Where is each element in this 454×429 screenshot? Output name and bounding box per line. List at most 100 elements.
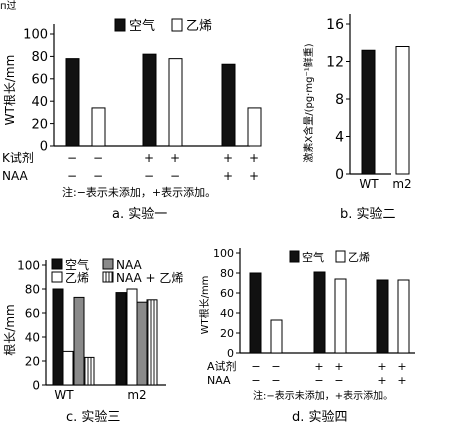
chart-d-ytick-label: 40 [220, 307, 234, 320]
chart-d-treatment-mark: − [271, 360, 280, 373]
chart-b-ytick-label: 8 [335, 92, 344, 108]
chart-c-bar-air [52, 288, 64, 386]
chart-c-caption: c. 实验三 [66, 409, 120, 425]
chart-a-treatment-mark: − [67, 151, 77, 165]
chart-a-ylabel: WT根长/mm [3, 55, 17, 126]
chart-c-legend-air: 空气 [65, 257, 89, 272]
chart-a-treatment-mark: + [249, 151, 259, 165]
chart-c-legend-swatch-combo [102, 271, 114, 283]
chart-d-treatment-mark: + [397, 360, 406, 373]
chart-a-bar-ethylene [168, 58, 183, 147]
chart-b-ytick-label: 12 [326, 55, 344, 71]
chart-d-ytick-label: 60 [220, 287, 234, 300]
chart-d-treatment-mark: − [251, 360, 260, 373]
chart-d-bar-ethylene [334, 278, 347, 354]
chart-c-bar-air [115, 292, 127, 386]
chart-c-bar-ethylene [126, 288, 138, 386]
chart-d-ylabel: WT根长/mm [198, 276, 211, 335]
chart-a-treatment-mark: − [67, 169, 77, 183]
chart-d-ytick-label: 80 [220, 267, 234, 280]
chart-d-treatment-mark: − [271, 374, 280, 387]
chart-a-ytick-label: 0 [40, 140, 48, 155]
chart-c-ytick-label: 80 [25, 282, 40, 296]
chart-c-bar-ethylene [62, 350, 74, 386]
chart-c-ytick-label: 20 [25, 354, 40, 368]
chart-b-xtick-m2: m2 [392, 177, 411, 191]
chart-c-ytick-label: 100 [17, 258, 40, 272]
chart-a-treatment-mark: + [144, 151, 154, 165]
chart-d-ytick-label: 20 [220, 327, 234, 340]
chart-b: 激素X含量/(pg·mg⁻¹鲜重) 0 4 8 12 16 WT m2 b. 实验二 [302, 14, 412, 222]
chart-a-treatment-mark: + [170, 151, 180, 165]
chart-a-treatment-mark: + [223, 151, 233, 165]
chart-d-note: 注:−表示未添加，+表示添加。 [253, 389, 393, 402]
chart-b-bar [361, 49, 376, 175]
chart-b-xtick-wt: WT [359, 177, 379, 191]
chart-d-treatment-mark: + [314, 360, 323, 373]
chart-d-treatment-mark: + [334, 360, 343, 373]
chart-a-caption: a. 实验一 [112, 206, 167, 222]
chart-d-treatment-mark: + [377, 360, 386, 373]
chart-d-legend-swatch-air [289, 250, 300, 263]
chart-c-legend-naa: NAA [116, 258, 143, 272]
chart-b-ytick-label: 4 [335, 130, 344, 146]
chart-a-bar-air [142, 53, 157, 147]
chart-d-row-label-naa: NAA [207, 374, 231, 387]
chart-a-row-label-k: K试剂 [2, 150, 34, 165]
chart-b-ytick-label: 16 [326, 17, 344, 33]
chart-c-bar-naa [136, 301, 148, 386]
chart-a-treatment-mark: − [93, 151, 103, 165]
chart-a-legend-swatch-ethylene [171, 18, 183, 32]
chart-a-treatment-mark: + [249, 169, 259, 183]
chart-b-ytick-label: 0 [335, 167, 344, 183]
chart-a: WT根长/mm 0 20 40 60 80 100 空气 乙烯 K试剂 NAA − − + + +… [2, 18, 262, 222]
chart-a-ytick-label: 20 [31, 117, 48, 132]
chart-c-legend-swatch-naa [102, 258, 114, 270]
chart-d-legend-air: 空气 [302, 250, 324, 264]
chart-c-xtick-wt: WT [54, 388, 74, 402]
chart-c-ytick-label: 0 [32, 378, 40, 392]
chart-a-note: 注:−表示未添加，+表示添加。 [62, 185, 216, 199]
chart-d-legend-ethylene: 乙烯 [348, 251, 370, 264]
chart-a-row-label-naa: NAA [2, 169, 29, 183]
chart-c-ylabel: 根长/mm [3, 304, 17, 355]
chart-d-bar-air [376, 279, 389, 354]
chart-a-legend-ethylene: 乙烯 [186, 19, 212, 34]
chart-c-ytick-label: 40 [25, 330, 40, 344]
chart-a-ytick-label: 80 [31, 50, 48, 65]
chart-c: 根长/mm 0 20 40 60 80 100 空气 NAA 乙烯 NAA + 乙烯 WT… [3, 257, 183, 425]
chart-d-bar-ethylene [270, 319, 283, 354]
chart-c-legend-ethylene: 乙烯 [65, 271, 89, 285]
chart-c-ytick-label: 60 [25, 306, 40, 320]
chart-d-bar-air [249, 272, 262, 354]
chart-b-ylabel: 激素X含量/(pg·mg⁻¹鲜重) [302, 43, 315, 162]
chart-d-treatment-mark: − [251, 374, 260, 387]
chart-c-xtick-m2: m2 [127, 388, 146, 402]
chart-a-legend-swatch-air [114, 18, 126, 32]
chart-b-bar [395, 46, 410, 175]
chart-c-legend-swatch-ethylene [51, 271, 63, 283]
chart-a-treatment-mark: + [223, 169, 233, 183]
chart-a-bar-ethylene [91, 107, 106, 147]
chart-a-ytick-label: 60 [31, 72, 48, 87]
chart-d-bar-ethylene [397, 279, 410, 354]
chart-a-treatment-mark: − [144, 169, 154, 183]
chart-d-ytick-label: 0 [227, 347, 234, 360]
chart-a-ytick-label: 40 [31, 95, 48, 110]
chart-d-ytick-label: 100 [213, 247, 234, 260]
chart-c-legend-swatch-air [51, 258, 63, 270]
chart-b-caption: b. 实验二 [340, 206, 396, 222]
chart-c-bar-combo [83, 356, 95, 386]
chart-a-legend-air: 空气 [129, 18, 155, 34]
chart-d-treatment-mark: − [334, 374, 343, 387]
chart-a-bar-ethylene [247, 107, 262, 147]
chart-d-legend-swatch-ethylene [335, 250, 346, 263]
chart-d-caption: d. 实验四 [292, 409, 348, 425]
chart-c-bar-combo [146, 299, 158, 386]
chart-d-bar-air [313, 271, 326, 354]
chart-a-treatment-mark: − [93, 169, 103, 183]
chart-d-row-label-a: A试剂 [207, 359, 237, 373]
chart-a-treatment-mark: − [170, 169, 180, 183]
